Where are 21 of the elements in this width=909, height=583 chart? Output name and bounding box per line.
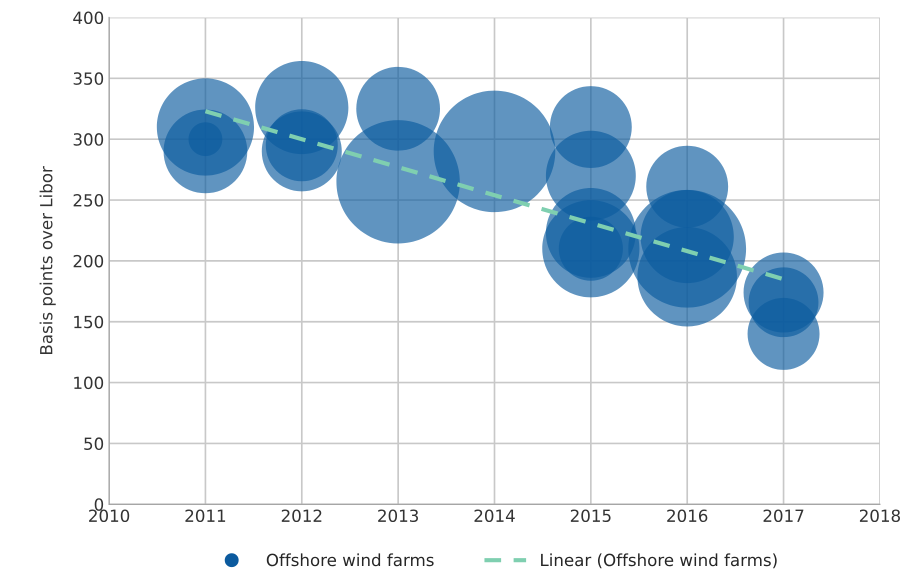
y-tick-label: 50 — [84, 437, 104, 450]
y-tick-label: 200 — [74, 254, 104, 268]
y-axis-title: Basis points over Libor — [40, 166, 56, 354]
x-tick-label: 2013 — [378, 509, 418, 522]
x-tick-label: 2016 — [667, 509, 708, 522]
y-tick-label: 100 — [74, 376, 104, 390]
y-tick-label: 300 — [74, 133, 104, 146]
y-tick-label: 250 — [74, 194, 104, 207]
x-tick-label: 2014 — [474, 509, 515, 522]
x-tick-label: 2017 — [764, 509, 804, 522]
x-tick-label: 2015 — [570, 509, 611, 522]
y-tick-label: 400 — [73, 11, 104, 24]
x-tick-label: 2010 — [89, 509, 130, 522]
x-tick-label: 2018 — [860, 509, 900, 522]
y-tick-label: 350 — [74, 72, 104, 85]
legend-label: Linear (Offshore wind farms) — [541, 553, 777, 568]
legend-label: Offshore wind farms — [266, 553, 434, 566]
y-tick-label: 150 — [74, 316, 104, 328]
x-tick-label: 2012 — [282, 509, 322, 522]
y-tick-label: 0 — [94, 498, 104, 511]
x-tick-label: 2011 — [185, 509, 226, 522]
